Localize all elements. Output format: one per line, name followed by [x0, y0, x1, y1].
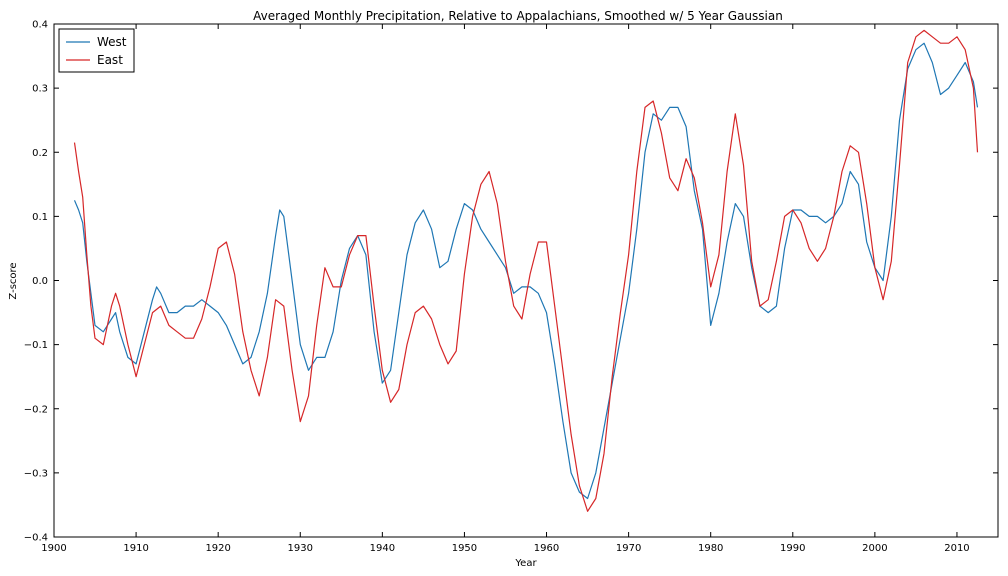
legend-label-east: East: [97, 53, 123, 67]
x-axis: 1900 1910 1920 1930 1940 1950 1960 1970 1980 1990…: [41, 24, 970, 554]
y-tick-label: 0.2: [32, 148, 48, 159]
y-tick-label: 0.0: [32, 276, 48, 287]
x-tick-label: 1930: [288, 543, 313, 554]
y-axis-label: Z-score: [8, 262, 19, 299]
x-tick-label: 1900: [41, 543, 66, 554]
series-layer: [73, 29, 979, 512]
y-tick-label: 0.4: [32, 20, 48, 31]
plot-area: [53, 23, 999, 538]
x-tick-label: 2010: [944, 543, 969, 554]
x-tick-label: 1970: [616, 543, 641, 554]
chart-title: Averaged Monthly Precipitation, Relative…: [253, 9, 783, 23]
legend: West East: [58, 28, 135, 73]
x-tick-label: 1990: [780, 543, 805, 554]
x-tick-label: 1940: [370, 543, 395, 554]
y-tick-label: −0.3: [24, 468, 48, 479]
x-tick-label: 1960: [534, 543, 559, 554]
series-line-west: [73, 42, 979, 500]
y-tick-label: −0.2: [24, 404, 48, 415]
legend-label-west: West: [97, 35, 127, 49]
x-tick-label: 1950: [452, 543, 477, 554]
y-axis: −0.4 −0.3 −0.2 −0.1 0.0 0.1 0.2 0.3 0.4: [24, 20, 998, 544]
y-tick-label: −0.1: [24, 340, 48, 351]
plot-frame: [53, 23, 999, 538]
x-tick-label: 1920: [205, 543, 230, 554]
y-tick-label: 0.3: [32, 84, 48, 95]
x-axis-label: Year: [514, 558, 537, 569]
y-tick-label: 0.1: [32, 212, 48, 223]
x-tick-label: 1910: [123, 543, 148, 554]
legend-box: [58, 28, 135, 73]
x-tick-label: 2000: [862, 543, 887, 554]
y-tick-label: −0.4: [24, 533, 48, 544]
x-tick-label: 1980: [698, 543, 723, 554]
series-line-east: [73, 29, 979, 512]
